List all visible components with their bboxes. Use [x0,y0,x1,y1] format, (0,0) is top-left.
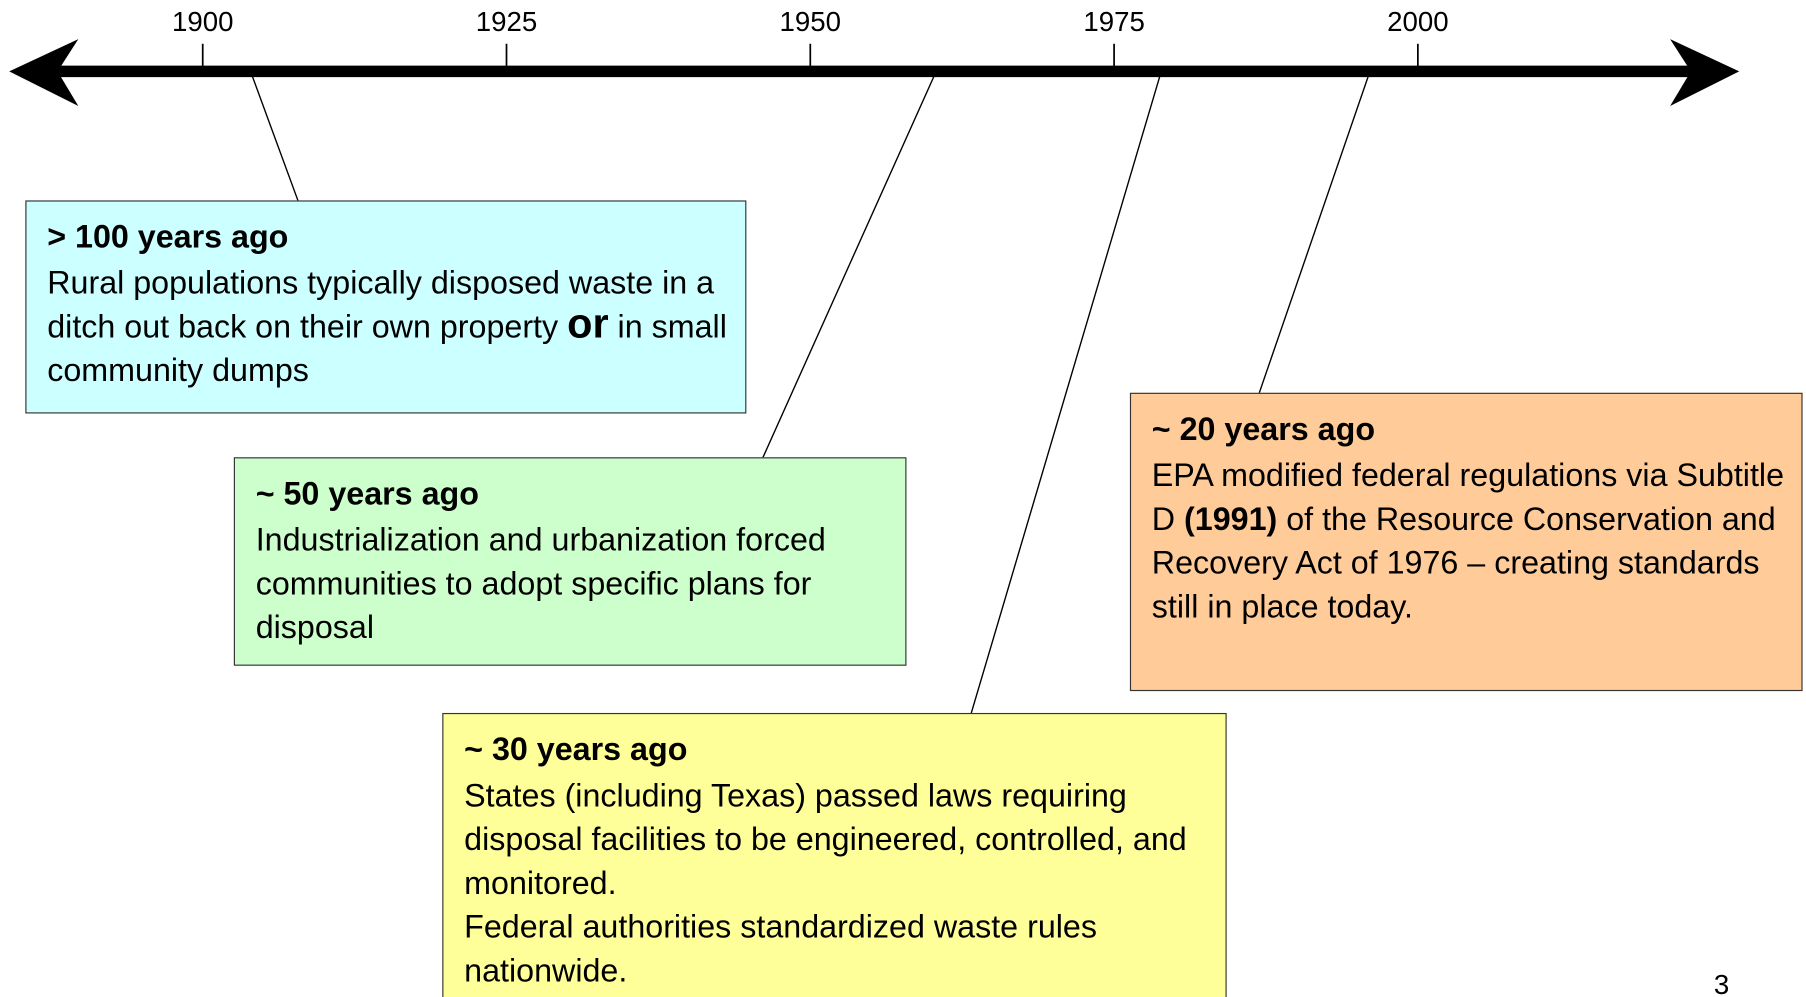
arrow-right [1670,39,1740,106]
event-paragraph: EPA modified federal regulations via Sub… [1152,454,1785,629]
event-box: > 100 years ago Rural populations typical… [25,200,747,414]
event-box: ~ 30 years ago States (including Texas) p… [442,712,1227,997]
event-paragraph: States (including Texas) passed laws req… [464,774,1209,905]
text-run: Industrialization and urbanization force… [255,521,826,646]
tick-label: 1925 [475,6,538,39]
text-run: or [567,299,609,347]
text-run: in small community dumps [47,308,727,389]
tick-label: 2000 [1387,6,1449,39]
connector [251,75,299,202]
text-run: (1991) [1184,501,1278,537]
text-run: States (including Texas) passed laws req… [464,777,1187,901]
tick-label: 1900 [171,6,234,39]
connector [761,75,935,459]
event-box: ~ 50 years ago Industrialization and urba… [233,457,907,666]
event-box: ~ 20 years ago EPA modified federal regul… [1129,392,1803,692]
connector [1258,75,1369,395]
text-run: EPA modified federal regulations via Sub… [1151,457,1785,537]
text-run: of the Resource Conservation and Recover… [1151,501,1776,625]
tick-label: 1975 [1083,6,1145,39]
event-paragraph: Federal authorities standardized waste r… [464,905,1209,993]
event-heading: ~ 50 years ago [255,475,479,512]
arrow-left [9,39,79,106]
text-run: Federal authorities standardized waste r… [464,908,1097,989]
event-paragraph: Rural populations typically disposed was… [47,261,729,392]
event-heading: ~ 20 years ago [1151,411,1376,447]
tick-label: 1950 [779,6,842,39]
text-run: Rural populations typically disposed was… [47,264,715,345]
page-number: 3 [1713,969,1730,997]
connector [970,75,1161,715]
event-heading: ~ 30 years ago [464,731,688,768]
event-paragraph: Industrialization and urbanization force… [256,518,889,649]
event-heading: > 100 years ago [47,218,289,255]
